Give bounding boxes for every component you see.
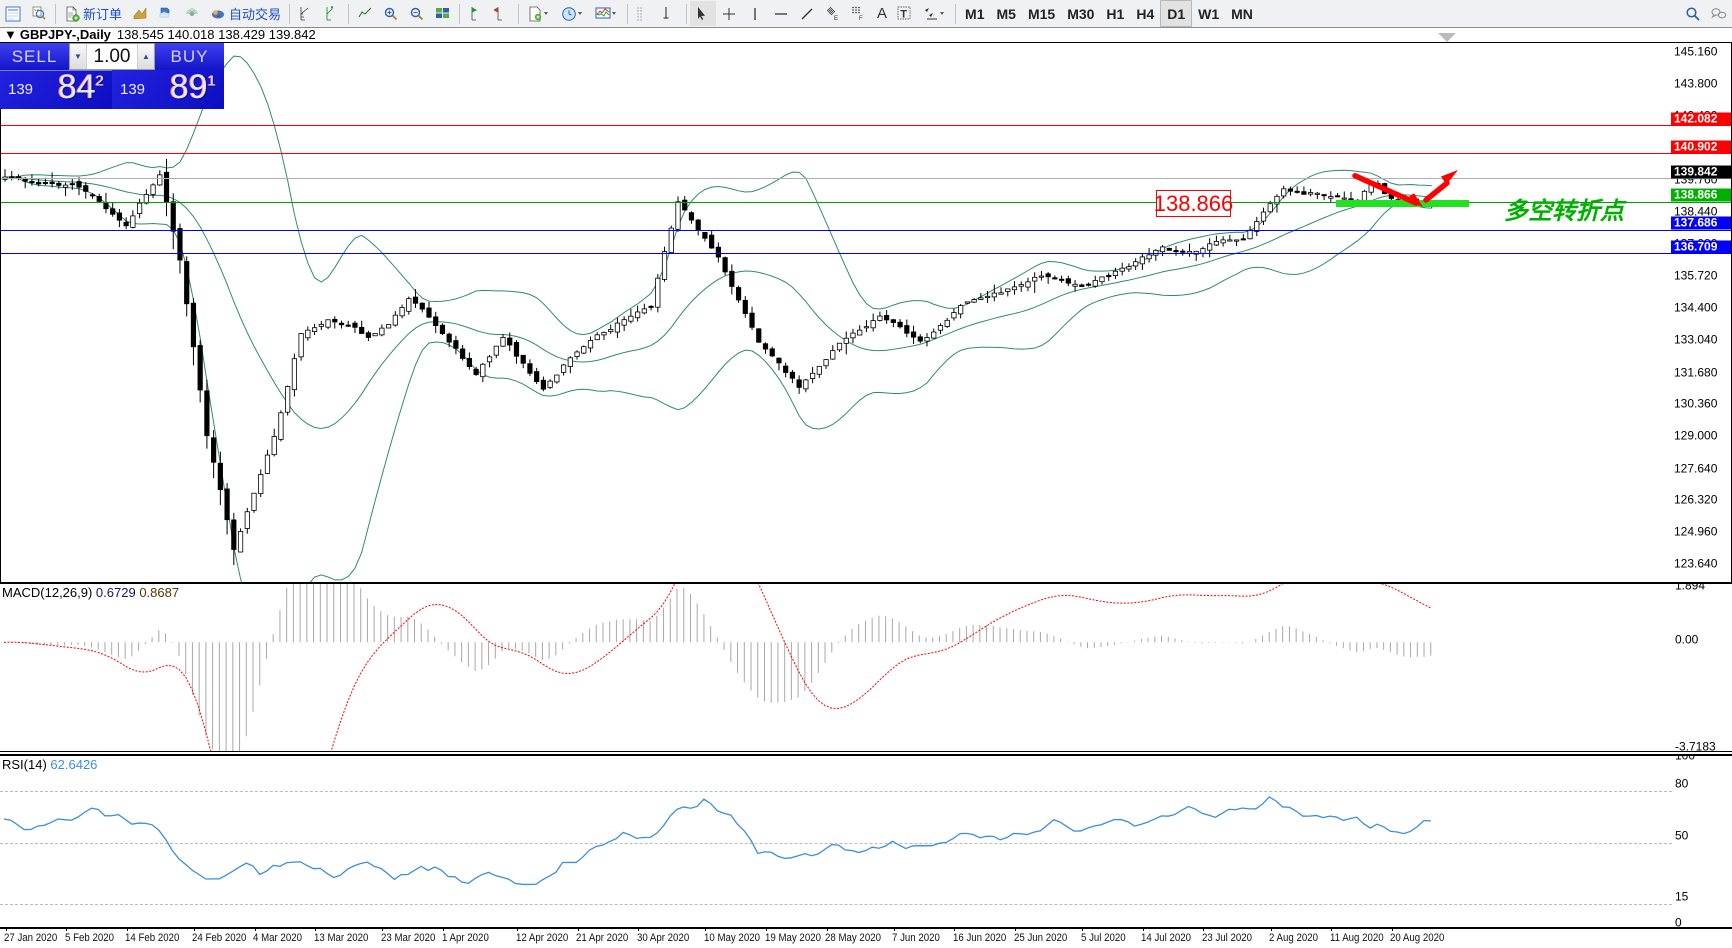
svg-text:E: E — [834, 16, 838, 22]
svg-text:T: T — [900, 8, 907, 20]
svg-text:F: F — [859, 16, 863, 22]
